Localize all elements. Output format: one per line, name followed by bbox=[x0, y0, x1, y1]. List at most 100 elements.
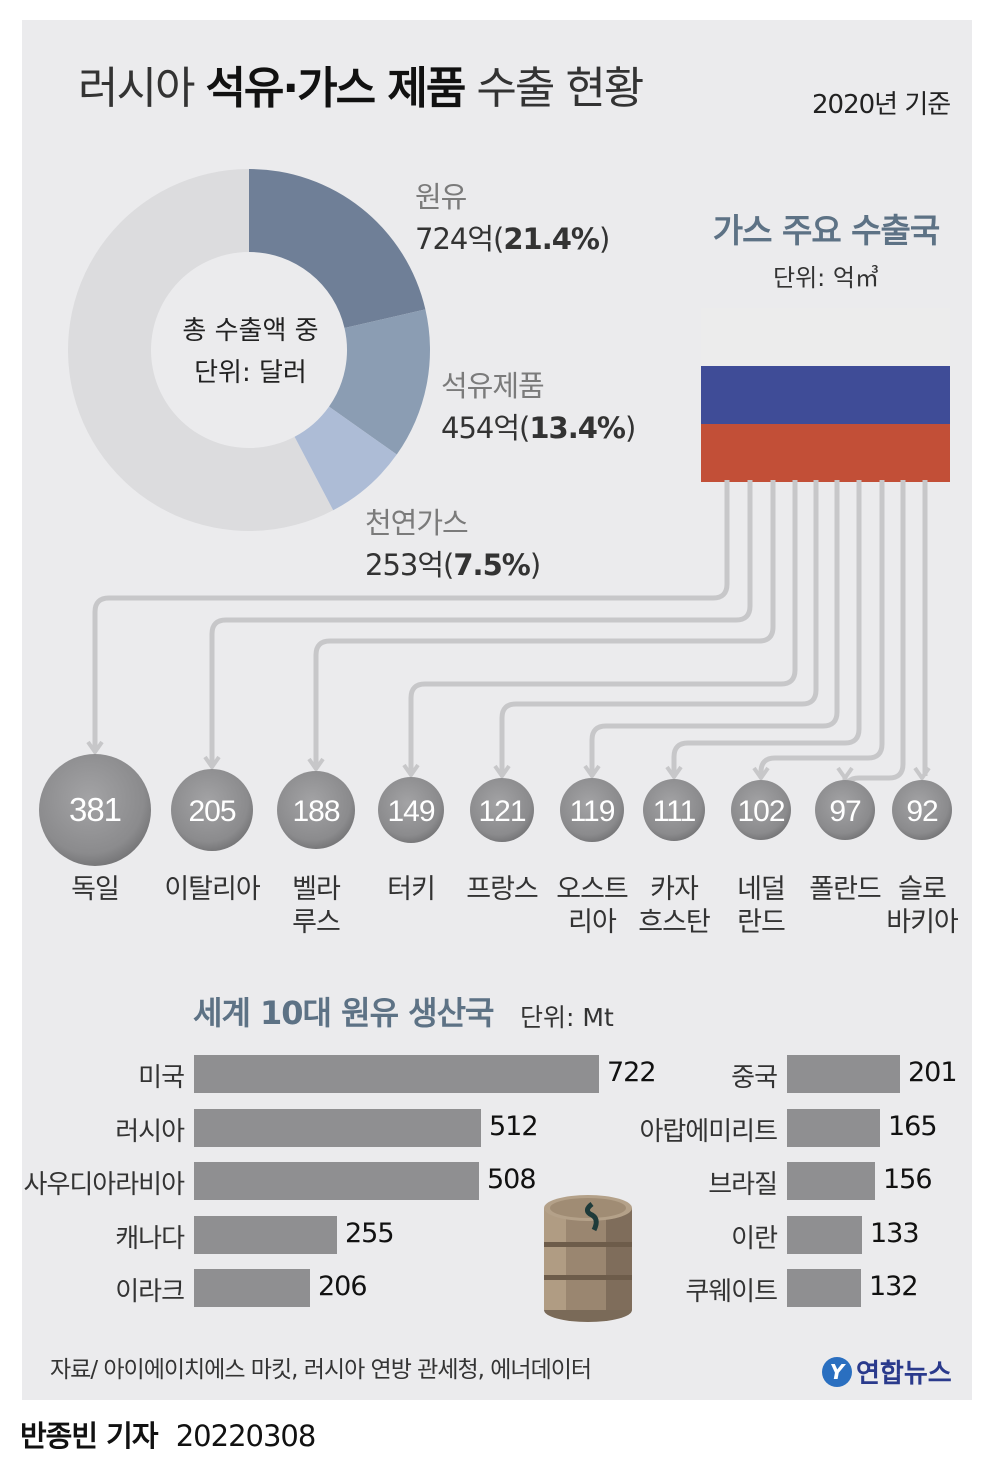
yonhap-logo: Y 연합뉴스 bbox=[822, 1353, 952, 1390]
segment-value: 253억(7.5%) bbox=[365, 548, 541, 582]
connector-arrowhead bbox=[583, 764, 601, 780]
producer-value: 255 bbox=[345, 1218, 395, 1249]
producer-label: 미국 bbox=[138, 1063, 185, 1093]
producer-value: 165 bbox=[888, 1111, 938, 1142]
title-bold: 석유·가스 제품 bbox=[205, 63, 466, 114]
connector-arrowhead bbox=[493, 764, 511, 780]
segment-name: 천연가스 bbox=[365, 506, 469, 540]
connector-arrowhead bbox=[203, 755, 221, 771]
producer-value: 722 bbox=[607, 1057, 657, 1088]
producer-label: 캐나다 bbox=[115, 1224, 185, 1254]
segment-value: 454억(13.4%) bbox=[441, 411, 636, 445]
donut-center-line1: 총 수출액 중 bbox=[182, 316, 319, 346]
producer-bar bbox=[787, 1269, 861, 1307]
gas-bubble-value: 119 bbox=[570, 795, 615, 828]
flag-stripe-0 bbox=[701, 308, 950, 366]
reporter-name: 반종빈 기자 bbox=[20, 1419, 158, 1453]
flag-stripe-2 bbox=[701, 424, 950, 482]
producer-label: 중국 bbox=[731, 1063, 778, 1093]
producer-label: 쿠웨이트 bbox=[685, 1277, 778, 1307]
segment-value: 724억(21.4%) bbox=[415, 222, 610, 256]
gas-bubble bbox=[39, 754, 151, 866]
gas-bubble-value: 205 bbox=[188, 795, 235, 828]
russia-flag bbox=[701, 308, 950, 482]
gas-bubble bbox=[560, 778, 624, 842]
producer-label: 브라질 bbox=[708, 1170, 778, 1200]
producer-value: 156 bbox=[883, 1164, 933, 1195]
title-suffix: 수출 현황 bbox=[476, 63, 644, 114]
gas-bubble bbox=[815, 780, 875, 840]
gas-country-label: 폴란드 bbox=[809, 874, 882, 905]
connector-line bbox=[758, 480, 885, 776]
title-prefix: 러시아 bbox=[78, 63, 195, 114]
connector-line bbox=[408, 480, 798, 773]
donut-center-line2: 단위: 달러 bbox=[194, 358, 307, 388]
producer-value: 132 bbox=[869, 1271, 919, 1302]
production-unit: 단위: Mt bbox=[520, 1003, 614, 1032]
publish-date: 20220308 bbox=[175, 1419, 317, 1453]
gas-bubble-value: 381 bbox=[69, 791, 121, 828]
connector-arrowhead bbox=[665, 765, 683, 781]
segment-label-crude: 원유 724억(21.4%) bbox=[415, 174, 610, 258]
gas-bubble bbox=[470, 778, 534, 842]
donut-segment-2 bbox=[294, 406, 397, 511]
source-note: 자료/ 아이에이치에스 마킷, 러시아 연방 관세청, 에너데이터 bbox=[50, 1357, 592, 1383]
producer-value: 512 bbox=[489, 1111, 539, 1142]
producer-bar bbox=[194, 1269, 310, 1307]
gas-bubble-value: 97 bbox=[829, 795, 861, 828]
gas-country-label: 이탈리아 bbox=[164, 874, 260, 905]
gas-bubble bbox=[171, 769, 253, 851]
donut-center-label: 총 수출액 중 단위: 달러 bbox=[143, 310, 358, 394]
donut-segment-other bbox=[67, 169, 334, 532]
producer-bar bbox=[787, 1216, 862, 1254]
oil-barrel-icon bbox=[544, 1195, 632, 1322]
gas-country-label: 오스트 리아 bbox=[556, 874, 629, 938]
connector-arrowhead bbox=[307, 757, 325, 773]
gas-bubble-value: 111 bbox=[653, 795, 696, 828]
donut-segment-0 bbox=[249, 169, 426, 329]
gas-bubble bbox=[277, 771, 355, 849]
gas-bubble bbox=[731, 780, 791, 840]
gas-country-label: 벨라 루스 bbox=[292, 874, 341, 938]
production-title: 세계 10대 원유 생산국 bbox=[193, 994, 494, 1032]
yonhap-logo-icon: Y bbox=[822, 1356, 852, 1387]
basis-year: 2020년 기준 bbox=[812, 90, 951, 120]
gas-bubble-value: 121 bbox=[478, 795, 525, 828]
credit-line: 반종빈 기자 20220308 bbox=[20, 1413, 317, 1455]
gas-exports-title: 가스 주요 수출국 bbox=[712, 211, 941, 250]
connector-arrowhead bbox=[752, 766, 770, 782]
segment-name: 석유제품 bbox=[441, 369, 545, 403]
producer-bar bbox=[194, 1216, 337, 1254]
connector-arrowhead bbox=[402, 763, 420, 779]
producer-bar bbox=[787, 1109, 880, 1147]
connector-line bbox=[589, 480, 840, 774]
donut-chart bbox=[67, 169, 430, 532]
connector-line bbox=[313, 480, 776, 767]
producer-value: 201 bbox=[908, 1057, 958, 1088]
segment-label-gas: 천연가스 253억(7.5%) bbox=[365, 500, 541, 584]
gas-country-label: 독일 bbox=[71, 874, 120, 905]
segment-name: 원유 bbox=[415, 180, 467, 214]
producer-bar bbox=[787, 1055, 900, 1093]
gas-bubble-value: 188 bbox=[292, 795, 339, 828]
gas-bubble-value: 102 bbox=[737, 795, 784, 828]
producer-label: 러시아 bbox=[115, 1117, 185, 1147]
gas-country-label: 네덜 란드 bbox=[737, 874, 786, 938]
producer-label: 이란 bbox=[731, 1224, 778, 1254]
gas-bubble bbox=[643, 779, 705, 841]
gas-bubble-value: 149 bbox=[387, 795, 434, 828]
gas-country-label: 터키 bbox=[387, 874, 436, 905]
logo-text: 연합뉴스 bbox=[856, 1359, 952, 1389]
connector-line bbox=[671, 480, 862, 775]
gas-country-label: 카자 흐스탄 bbox=[638, 874, 711, 938]
donut-segment-1 bbox=[329, 309, 430, 455]
connector-arrowhead bbox=[836, 766, 854, 782]
producer-value: 206 bbox=[318, 1271, 368, 1302]
producer-bar bbox=[787, 1162, 875, 1200]
producer-label: 아랍에미리트 bbox=[639, 1117, 778, 1147]
gas-country-label: 슬로 바키아 bbox=[886, 874, 959, 938]
gas-country-label: 프랑스 bbox=[466, 874, 539, 905]
gas-bubble-value: 92 bbox=[906, 795, 938, 828]
producer-bar bbox=[194, 1109, 481, 1147]
